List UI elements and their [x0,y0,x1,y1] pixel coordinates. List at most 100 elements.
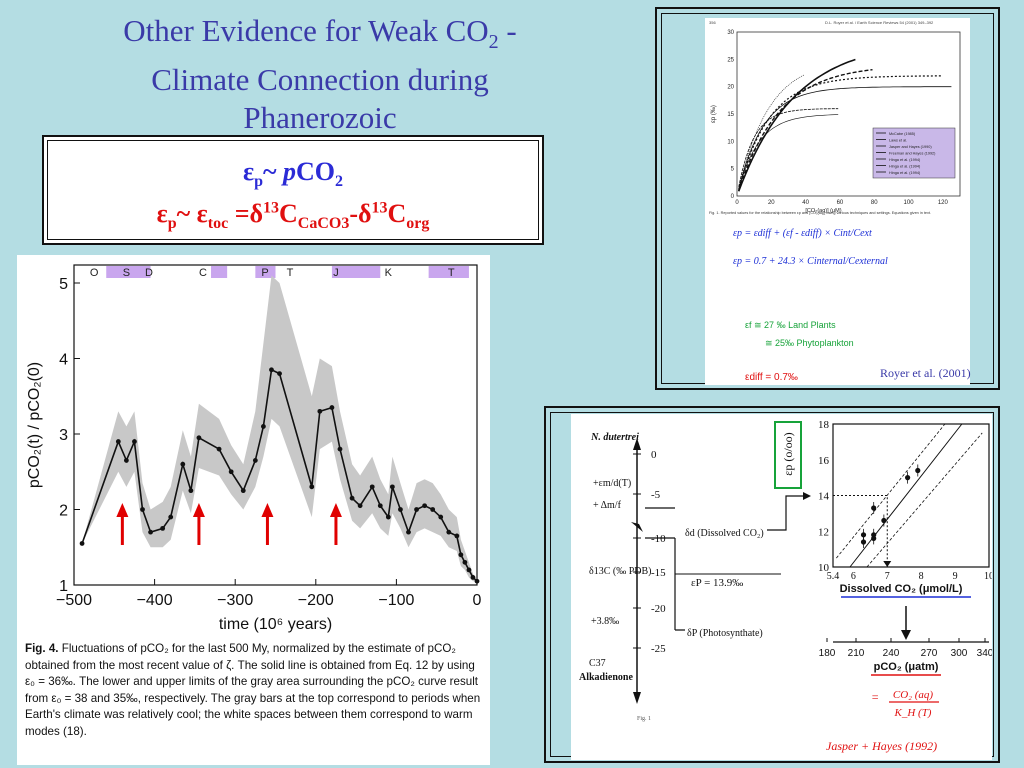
data-point [406,529,411,535]
period-label: P [261,267,268,279]
formula-numerator: CO₂ (aq) [893,689,934,701]
legend-box [872,127,956,179]
red-arrow-head [329,503,342,517]
pco2-tick-label: 270 [921,648,938,659]
bracket [645,507,685,631]
guide-arrow [883,561,892,567]
equation-box: εp~ pCO2 εp~ εtoc =δ13CCaCO3-δ13Corg [42,135,544,245]
period-label: J [333,267,339,279]
x-tick-label: 0 [735,200,739,206]
data-point [430,507,436,512]
axis-arrow-bottom [633,692,641,704]
scatter-point [915,467,921,474]
journal-header: D.L. Royer et al. / Earth Science Review… [825,20,934,25]
data-point [79,541,85,546]
c37-label: C37 [589,658,606,669]
cool-period-bar [331,266,381,278]
scatter-x-tick-label: 5.4 [827,571,840,582]
epsilon-md-label: +εm/d(T) [593,478,631,489]
figure-number: Fig. 1 [637,716,651,722]
regression-line [849,423,963,568]
y-tick-label: 25 [727,57,734,63]
scatter-x-tick-label: 10 [984,571,992,582]
jasper-hayes-diagram: 0 -5 -10 -15 -20 -25 N. dutertrei +εm/d(T) + Δm/… [579,419,992,753]
data-point [422,503,428,509]
scatter-point [871,535,877,541]
x-tick-label: 0 [473,592,482,609]
period-label: T [448,267,455,279]
data-point [462,559,468,565]
data-point [329,405,335,410]
alkadienone-label: Alkadienone [579,672,633,683]
data-point [446,529,452,535]
y-tick-label: 2 [59,503,68,520]
data-point [132,439,137,444]
pco2-chart: O S D C P T J K T 1 2 3 4 5 −500 −400 −300 −200 −100 0 time … [26,264,482,633]
data-point [277,371,282,376]
x-tick-label: 40 [802,200,809,206]
connector-arrow [803,492,811,500]
scatter-point [905,475,911,481]
x-tick-label: −100 [378,592,414,609]
scatter-y-tick-label: 18 [818,419,830,431]
scatter-y-tick-label: 10 [818,562,830,574]
y-tick-label: 5 [731,167,735,173]
legend-entry: Jasper and Hayes (1990) [889,145,932,149]
c37-offset-label: +3.8‰ [591,616,619,627]
pco2-tick-label: 240 [883,648,900,659]
delta-tick-label: -25 [651,643,666,655]
delta-d-label: δd (Dissolved CO₂) [685,528,764,539]
y-tick-label: 1 [59,578,68,595]
data-point [470,575,476,580]
cool-period-bar [211,266,228,278]
scatter-y-axis-label: εp (o/oo) [781,432,795,475]
pco2-tick-label: 180 [819,648,836,659]
scatter-point [860,539,867,545]
delta-tick-label: -10 [651,533,666,545]
x-tick-label: −300 [217,592,253,609]
data-point [398,507,403,512]
cool-period-bar [428,266,469,278]
x-tick-label: −400 [137,592,173,609]
red-arrow-head [261,503,274,517]
figure-caption: Fig. 4. Fluctuations of pCO₂ for the las… [25,642,481,738]
uncertainty-band [82,275,477,582]
data-point [458,552,464,558]
period-label: C [199,267,207,279]
x-tick-label: 80 [871,200,878,206]
data-point [216,446,222,452]
slide-title: Other Evidence for Weak CO2 - Climate Co… [123,13,517,136]
data-point [123,458,129,463]
series-line [738,74,805,189]
data-point [438,514,444,520]
scatter-x-axis-label: Dissolved CO₂ (μmol/L) [840,583,963,595]
data-point [160,525,166,531]
y-tick-label: 4 [59,352,68,369]
legend-entry: Freeman and Hayes (1992) [889,152,936,156]
data-point [385,514,391,520]
confidence-lower [866,432,983,568]
y-tick-label: 30 [727,30,734,36]
y-tick-label: 10 [727,139,734,145]
page-number: 356 [709,20,716,25]
handwritten-equation-1: εp = εdiff + (εf - εdiff) × Cint/Cext [733,228,872,239]
y-axis-label: εp (‰) [711,105,717,123]
data-point [240,488,246,494]
pco2-figure: O S D C P T J K T 1 2 3 4 5 −500 −400 −300 −200 −100 0 time … [17,255,490,765]
scatter-x-tick-label: 8 [919,571,924,582]
series-line [738,75,942,190]
data-point [317,408,323,414]
series-line [737,58,856,192]
data-point [269,367,274,373]
data-point [389,484,395,490]
data-point [414,507,419,512]
data-point [454,533,460,539]
x-axis-label: [CO₂(aq)] (μM) [805,208,841,214]
series-line [738,86,952,190]
scatter-point [860,532,867,538]
source-label: Royer et al. (2001) [880,366,971,380]
y-tick-label: 0 [731,194,735,200]
scatter-point [881,517,887,524]
axis-title: δ13C (‰ PDB) [589,566,652,577]
epsilon-label-box [774,421,802,489]
